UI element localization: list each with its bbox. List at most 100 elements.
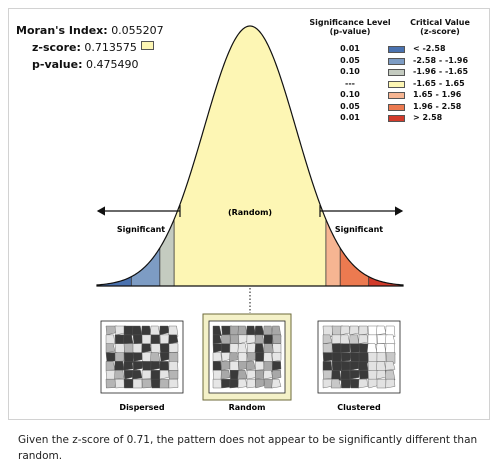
map-polygon — [105, 334, 116, 345]
map-polygon — [349, 343, 362, 353]
map-polygon — [331, 334, 342, 344]
dispersed-label: Dispersed — [119, 403, 164, 412]
map-polygon — [221, 378, 231, 389]
legend-significance-level: 0.01 — [340, 113, 360, 122]
legend-significance-level: 0.05 — [340, 55, 360, 65]
legend-color-swatch — [388, 46, 405, 53]
map-polygon — [168, 352, 179, 363]
z-score-color-swatch — [140, 41, 154, 50]
z-score-row: z-score: 0.713575 — [16, 39, 164, 56]
significance-level-header-line1: Significance Level — [309, 18, 391, 27]
right-significant-label: Significant — [335, 225, 383, 234]
map-polygon — [105, 325, 118, 336]
morans-index-row: Moran's Index: 0.055207 — [16, 22, 164, 39]
morans-index-label: Moran's Index: — [16, 24, 108, 37]
legend-row: 0.05 -2.58 - -1.96 — [294, 56, 484, 67]
map-polygon — [358, 325, 369, 336]
map-polygon — [141, 370, 152, 380]
map-polygon — [255, 361, 265, 371]
map-polygon — [272, 352, 282, 362]
map-polygon — [105, 343, 116, 353]
map-polygon — [123, 361, 134, 371]
legend-critical-value: < -2.58 — [413, 44, 446, 53]
map-polygon — [349, 370, 360, 380]
map-polygon — [168, 334, 179, 344]
map-polygon — [340, 370, 351, 380]
map-polygon — [322, 343, 333, 354]
dispersed-map-icon — [105, 325, 179, 389]
p-value-value: 0.475490 — [86, 58, 139, 71]
legend-color-swatch — [388, 69, 405, 76]
map-polygon — [263, 325, 273, 336]
significance-band — [97, 26, 132, 286]
left-significant-label: Significant — [117, 225, 165, 234]
legend-critical-value: > 2.58 — [413, 113, 443, 122]
map-polygon — [376, 352, 387, 362]
significance-bands — [97, 26, 403, 286]
map-polygon — [150, 334, 161, 344]
map-polygon — [114, 352, 125, 362]
map-polygon — [385, 370, 396, 381]
map-polygon — [141, 378, 153, 389]
map-polygon — [263, 370, 273, 380]
critical-value-header-line1: Critical Value — [410, 18, 470, 27]
legend-row: 0.10 -1.96 - -1.65 — [294, 67, 484, 78]
map-polygon — [141, 352, 152, 363]
random-pattern: Random — [202, 313, 292, 412]
legend-critical-value: 1.65 - 1.96 — [413, 90, 462, 99]
map-polygon — [340, 343, 351, 353]
map-polygon — [272, 370, 282, 380]
map-polygon — [229, 361, 239, 371]
map-polygon — [271, 378, 282, 389]
legend-row: 0.01 > 2.58 — [294, 113, 484, 124]
dispersed-pattern: Dispersed — [100, 320, 184, 412]
map-polygon — [272, 343, 282, 354]
map-polygon — [254, 343, 265, 354]
z-score-value: 0.713575 — [84, 41, 137, 54]
map-polygon — [340, 352, 352, 362]
map-polygon — [367, 334, 378, 346]
map-polygon — [168, 370, 179, 380]
legend-significance-level: 0.01 — [340, 44, 360, 53]
map-polygon — [132, 352, 145, 362]
map-polygon — [150, 343, 161, 354]
map-polygon — [385, 352, 396, 364]
map-polygon — [255, 370, 265, 380]
legend-critical-value: 1.96 - 2.58 — [413, 101, 462, 111]
map-polygon — [246, 370, 256, 380]
map-polygon — [322, 361, 333, 371]
map-polygon — [385, 325, 396, 338]
clustered-map-icon — [322, 325, 396, 389]
legend-row: 0.05 1.96 - 2.58 — [294, 102, 484, 113]
legend-color-swatch — [388, 57, 405, 65]
legend-critical-value: -1.65 - 1.65 — [413, 78, 465, 88]
legend-row: 0.01 < -2.58 — [294, 44, 484, 55]
map-polygon — [123, 325, 134, 336]
map-polygon — [384, 361, 396, 371]
map-polygon — [168, 361, 179, 372]
map-polygon — [340, 378, 352, 389]
legend-critical-value: -1.96 - -1.65 — [413, 67, 469, 76]
map-polygon — [150, 325, 161, 337]
map-polygon — [159, 378, 170, 389]
map-polygon — [212, 378, 222, 389]
map-polygon — [376, 343, 387, 354]
bell-curve-outline — [96, 25, 404, 287]
map-polygon — [220, 370, 231, 380]
map-polygon — [150, 352, 161, 363]
map-polygon — [212, 361, 222, 371]
map-polygon — [358, 378, 369, 389]
p-value-row: p-value: 0.475490 — [16, 56, 164, 73]
map-polygon — [212, 352, 222, 362]
statistics-block: Moran's Index: 0.055207 z-score: 0.71357… — [16, 22, 164, 73]
map-polygon — [229, 325, 239, 336]
legend-color-swatch — [388, 92, 405, 99]
random-label: Random — [229, 403, 266, 412]
p-value-label: p-value: — [32, 58, 83, 71]
significance-level-header-line2: (p-value) — [329, 27, 371, 36]
map-polygon — [349, 361, 360, 371]
band-dividers — [130, 219, 370, 286]
legend-critical-value: -2.58 - -1.96 — [413, 55, 469, 65]
